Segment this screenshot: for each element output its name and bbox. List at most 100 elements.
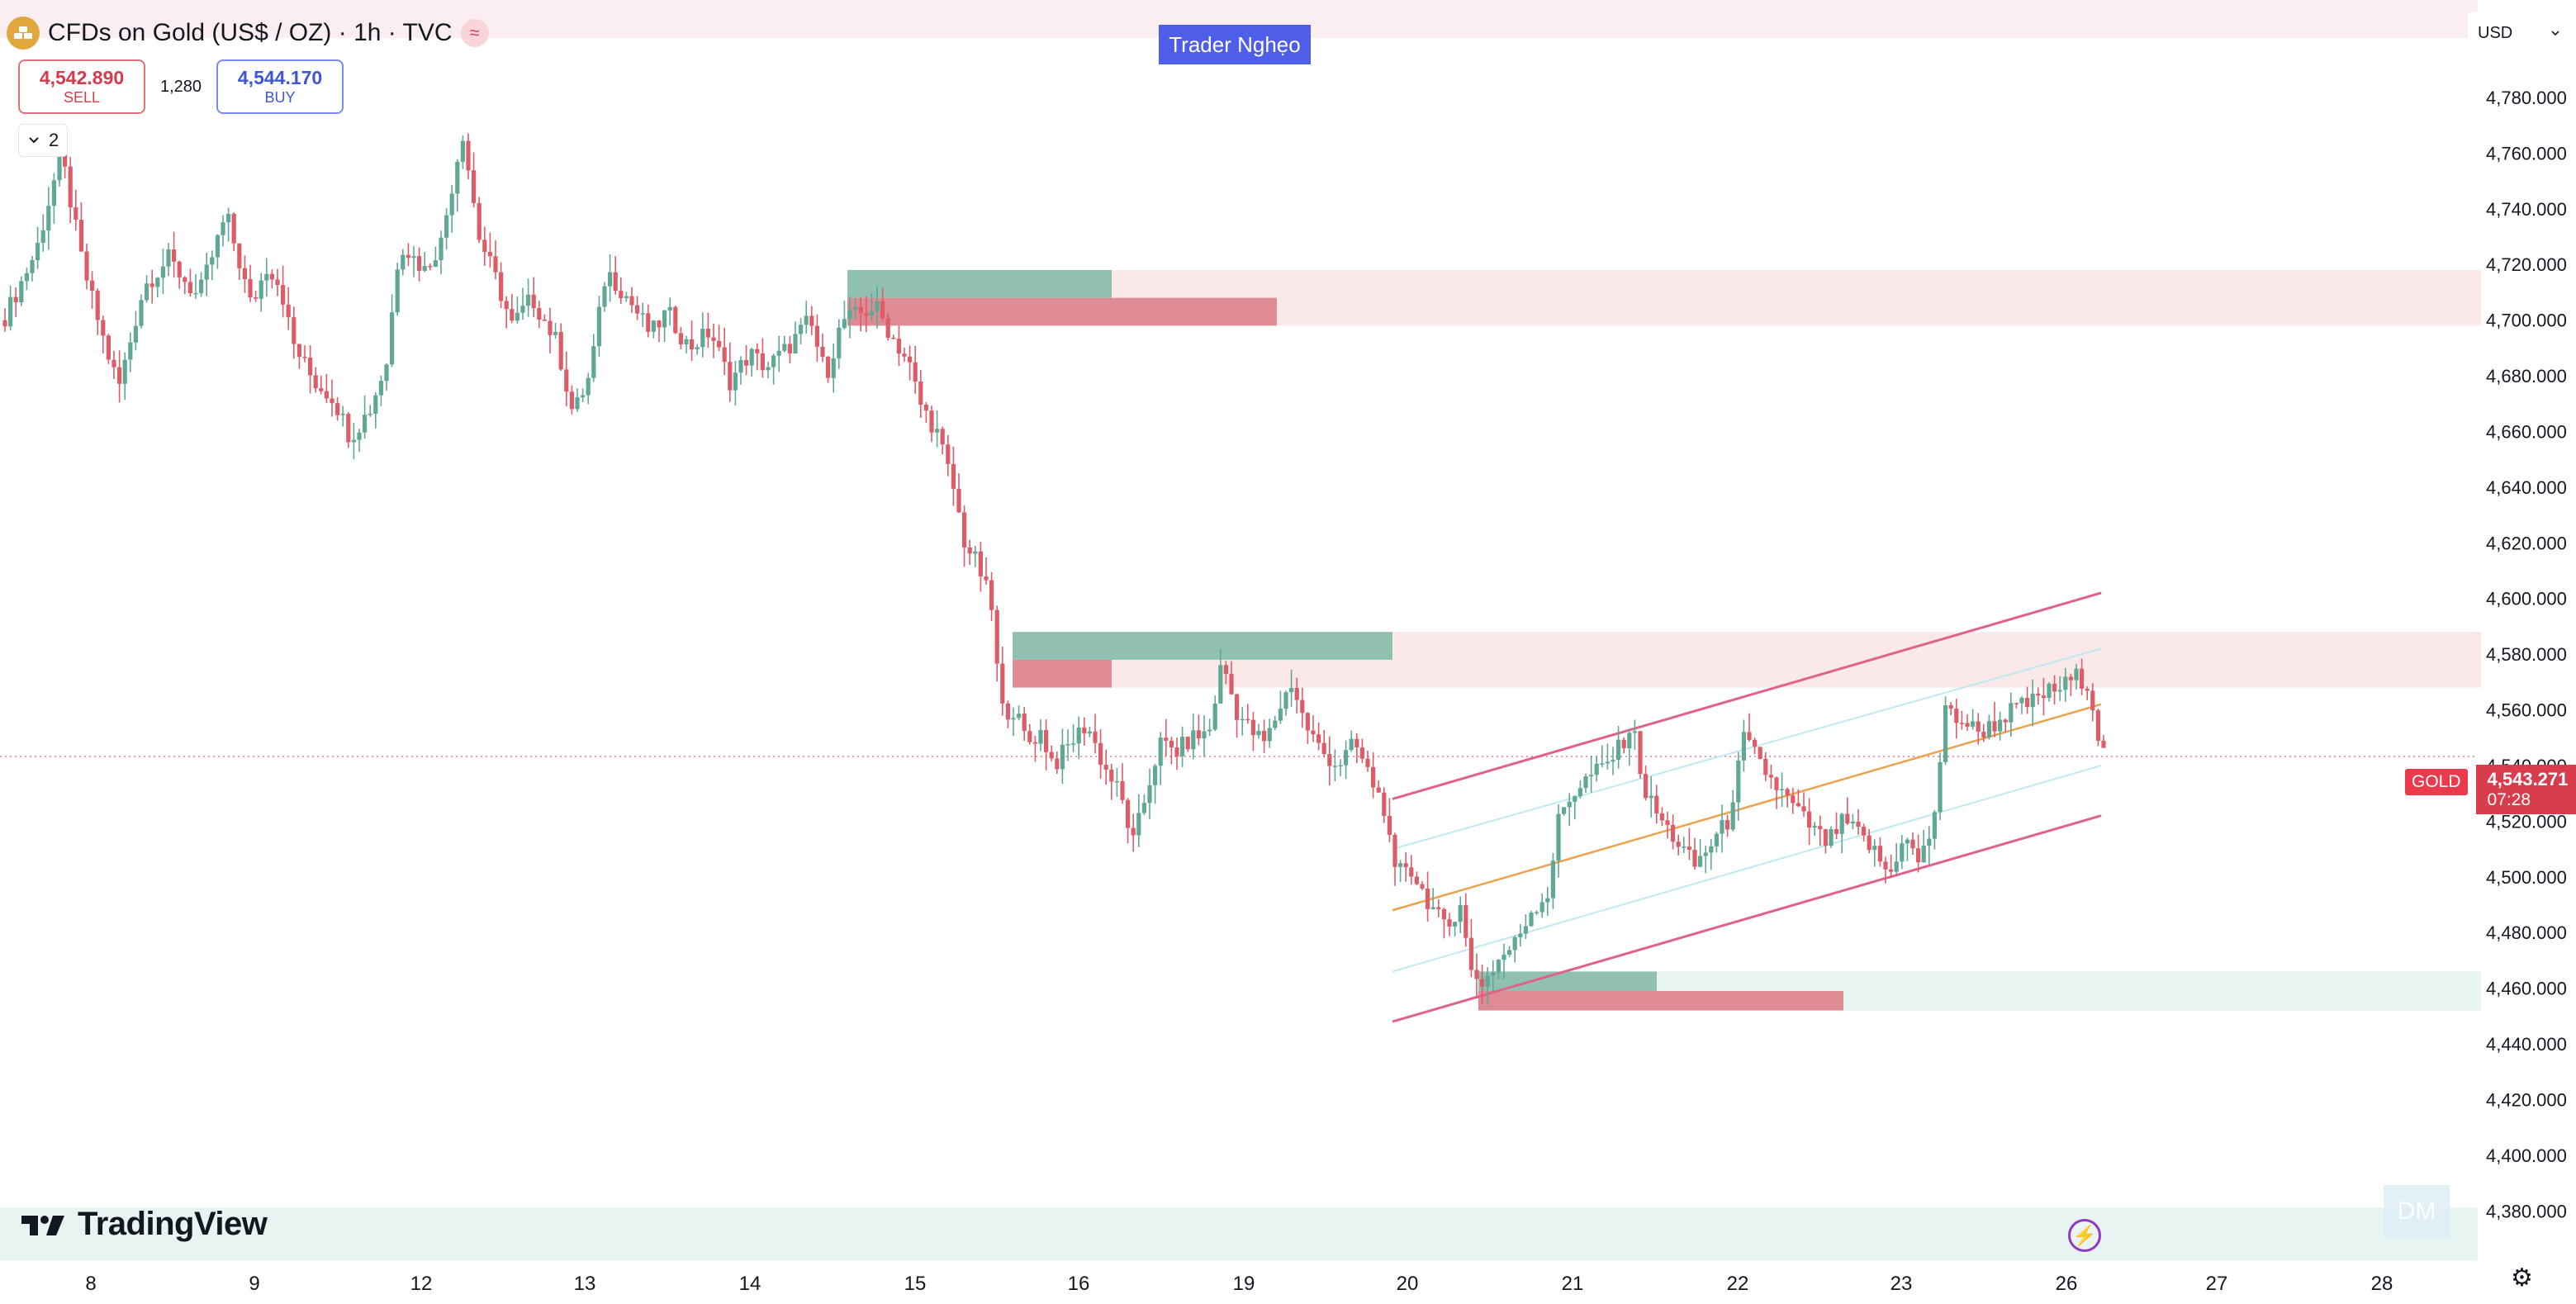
approx-icon[interactable]: ≈ bbox=[460, 19, 489, 47]
candle-up bbox=[411, 256, 416, 258]
candle-down bbox=[1262, 731, 1267, 742]
candle-down bbox=[1976, 721, 1981, 733]
zone-ob-green-7 bbox=[1478, 971, 1657, 991]
candle-up bbox=[875, 301, 880, 312]
currency-value: USD bbox=[2478, 23, 2513, 42]
candle-down bbox=[1403, 863, 1408, 868]
candle-down bbox=[1638, 731, 1643, 775]
candle-up bbox=[204, 264, 209, 280]
candle-up bbox=[1550, 861, 1555, 899]
candle-down bbox=[1768, 775, 1773, 778]
candle-down bbox=[281, 285, 286, 305]
candle-down bbox=[1359, 747, 1364, 759]
candle-up bbox=[1872, 846, 1877, 851]
sell-button[interactable]: 4,542.890 SELL bbox=[18, 59, 145, 114]
zone-ob-red-2 bbox=[847, 297, 1277, 326]
x-tick-label: 16 bbox=[1068, 1273, 1090, 1295]
candle-down bbox=[1022, 714, 1027, 732]
candle-up bbox=[1011, 718, 1016, 720]
candle-down bbox=[940, 429, 945, 445]
candle-up bbox=[2047, 683, 2052, 699]
candle-up bbox=[515, 312, 519, 321]
candle-down bbox=[254, 297, 259, 299]
candle-down bbox=[1992, 721, 1997, 732]
candle-up bbox=[831, 358, 836, 378]
candle-up bbox=[1943, 704, 1948, 762]
y-tick-label: 4,780.000 bbox=[2486, 88, 2567, 108]
candle-down bbox=[1774, 777, 1779, 790]
y-tick-label: 4,480.000 bbox=[2486, 922, 2567, 943]
candle-up bbox=[2030, 693, 2035, 708]
candle-down bbox=[1659, 813, 1664, 821]
candle-up bbox=[1202, 731, 1207, 739]
lightning-icon[interactable]: ⚡ bbox=[2068, 1219, 2101, 1252]
candle-down bbox=[117, 367, 122, 384]
candle-down bbox=[269, 273, 274, 280]
symbol-title[interactable]: CFDs on Gold (US$ / OZ) · 1h · TVC bbox=[48, 19, 453, 46]
candle-down bbox=[891, 337, 896, 339]
y-tick-label: 4,740.000 bbox=[2486, 199, 2567, 220]
candle-down bbox=[1109, 769, 1114, 782]
candle-up bbox=[1649, 795, 1653, 799]
candle-down bbox=[711, 337, 716, 341]
candle-up bbox=[766, 367, 771, 371]
candle-down bbox=[275, 279, 280, 286]
candle-down bbox=[673, 306, 678, 334]
candle-up bbox=[749, 349, 754, 366]
candle-down bbox=[1185, 737, 1190, 750]
candle-up bbox=[1507, 950, 1512, 955]
candle-down bbox=[493, 256, 498, 273]
candle-down bbox=[951, 463, 956, 489]
tradingview-logo[interactable]: TradingView bbox=[20, 1206, 268, 1243]
candle-up bbox=[1158, 737, 1163, 766]
candle-up bbox=[738, 360, 743, 373]
candle-down bbox=[755, 349, 760, 353]
settings-gear-icon[interactable]: ⚙ bbox=[2511, 1264, 2533, 1292]
candle-up bbox=[700, 329, 705, 348]
candle-down bbox=[1954, 709, 1959, 723]
candle-down bbox=[858, 306, 863, 314]
candle-up bbox=[1894, 861, 1899, 872]
candle-down bbox=[187, 282, 192, 294]
candle-up bbox=[221, 222, 225, 235]
candle-up bbox=[1577, 788, 1582, 797]
candle-down bbox=[13, 296, 18, 303]
currency-select[interactable]: USD bbox=[2468, 12, 2570, 55]
candle-up bbox=[667, 306, 672, 311]
candle-down bbox=[406, 254, 410, 258]
candle-down bbox=[417, 256, 422, 271]
candle-down bbox=[1300, 699, 1305, 714]
tradingview-logo-icon bbox=[21, 1215, 64, 1235]
candle-up bbox=[1256, 731, 1261, 736]
candle-up bbox=[1605, 761, 1610, 764]
bar-countdown: 07:28 bbox=[2487, 790, 2531, 809]
candle-up bbox=[36, 243, 40, 261]
buy-button[interactable]: 4,544.170 BUY bbox=[216, 59, 344, 114]
indicators-toggle-button[interactable]: 2 bbox=[18, 124, 69, 157]
candle-up bbox=[1218, 665, 1223, 704]
candle-down bbox=[286, 304, 291, 318]
candle-up bbox=[1900, 843, 1905, 862]
candle-up bbox=[373, 395, 378, 415]
watermark-tag: Trader Nghẹo bbox=[1159, 25, 1311, 64]
x-tick-label: 9 bbox=[249, 1273, 259, 1295]
candle-down bbox=[428, 266, 433, 268]
candle-up bbox=[199, 279, 204, 293]
chevron-down-icon bbox=[29, 137, 39, 144]
candle-down bbox=[1169, 740, 1174, 748]
candle-down bbox=[902, 353, 907, 357]
x-tick-label: 14 bbox=[739, 1273, 761, 1295]
candle-down bbox=[292, 317, 297, 344]
candle-up bbox=[847, 310, 852, 320]
candle-down bbox=[1027, 731, 1032, 742]
candle-up bbox=[1512, 937, 1517, 951]
candle-down bbox=[1000, 663, 1005, 704]
candle-down bbox=[2003, 719, 2008, 723]
y-tick-label: 4,400.000 bbox=[2486, 1145, 2567, 1166]
candle-down bbox=[1758, 747, 1762, 759]
x-tick-label: 28 bbox=[2371, 1273, 2393, 1295]
candle-down bbox=[172, 249, 177, 262]
candle-up bbox=[1829, 828, 1834, 846]
candle-down bbox=[1981, 732, 1986, 737]
